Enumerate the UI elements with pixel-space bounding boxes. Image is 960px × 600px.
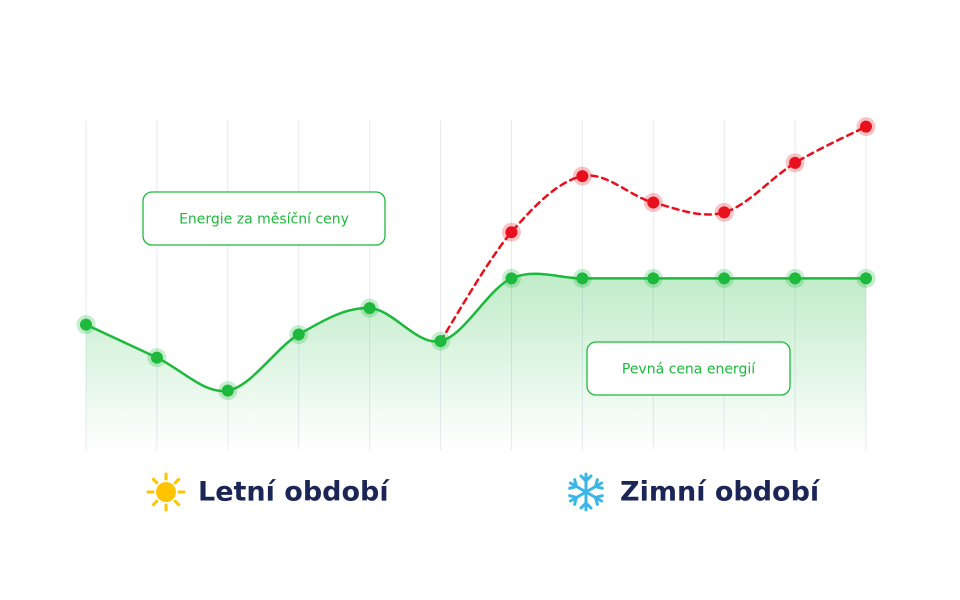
- point: [360, 298, 380, 318]
- sun-icon: [146, 472, 186, 512]
- point: [147, 348, 167, 368]
- point: [501, 222, 521, 242]
- point-dot: [505, 226, 518, 239]
- area: [86, 273, 866, 450]
- point: [431, 331, 451, 351]
- point: [643, 268, 663, 288]
- point: [501, 268, 521, 288]
- point-dot: [718, 272, 731, 285]
- point: [714, 268, 734, 288]
- plot: [76, 117, 876, 450]
- point-dot: [505, 272, 518, 285]
- legend-label: Pevná cena energií: [622, 362, 756, 378]
- legend-item: Energie za měsíční ceny: [142, 191, 386, 246]
- point-dot: [718, 206, 731, 219]
- point-dot: [789, 156, 802, 169]
- point-dot: [789, 272, 802, 285]
- point-dot: [576, 170, 589, 183]
- point-dot: [80, 318, 92, 331]
- point-dot: [860, 272, 872, 285]
- point-dot: [150, 351, 163, 364]
- point-dot: [434, 335, 447, 348]
- snowflake-icon: [566, 472, 606, 512]
- legend-box: [586, 341, 791, 396]
- point: [785, 153, 805, 173]
- legend-box: [142, 191, 386, 246]
- legend-item: Pevná cena energií: [586, 341, 791, 396]
- legend-label: Energie za měsíční ceny: [179, 212, 349, 228]
- point: [218, 381, 238, 401]
- point-dot: [860, 120, 872, 133]
- point: [785, 268, 805, 288]
- point: [572, 268, 592, 288]
- point-dot: [647, 196, 660, 209]
- point-dot: [292, 328, 305, 341]
- point: [572, 166, 592, 186]
- point: [714, 202, 734, 222]
- point-dot: [576, 272, 589, 285]
- point-dot: [363, 302, 376, 315]
- season-label: Letní období: [198, 477, 390, 508]
- point-dot: [221, 384, 234, 397]
- point: [76, 315, 96, 335]
- point: [289, 325, 309, 344]
- point: [643, 193, 663, 212]
- point: [856, 268, 876, 288]
- point: [856, 117, 876, 137]
- point-dot: [647, 272, 660, 285]
- legend: Energie za měsíční ceny Pevná cena energi…: [142, 191, 791, 396]
- season-label: Zimní období: [620, 477, 821, 508]
